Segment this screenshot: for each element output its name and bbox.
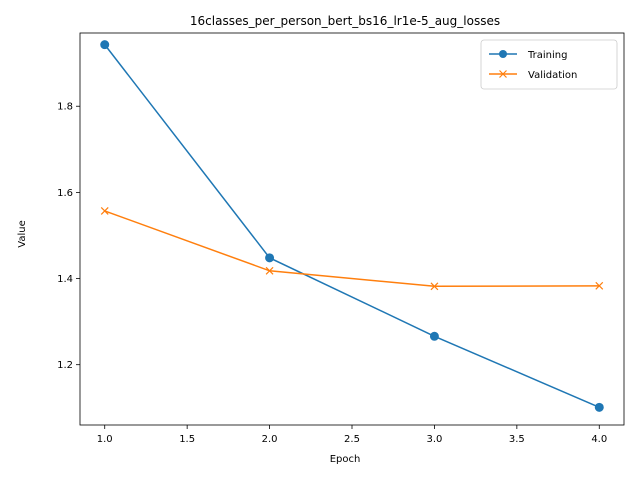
legend-label-validation: Validation: [528, 70, 577, 81]
x-tick-label: 3.0: [426, 434, 442, 445]
y-tick-label: 1.6: [57, 188, 73, 199]
x-tick-label: 1.0: [97, 434, 113, 445]
data-point-training: [429, 331, 439, 341]
y-axis-title: Value: [17, 220, 28, 247]
legend: Training Validation: [480, 39, 618, 90]
series-line-validation: [104, 210, 600, 288]
data-point-training: [265, 253, 275, 263]
x-tick-label: 1.5: [179, 434, 195, 445]
y-tick-label: 1.8: [57, 102, 73, 113]
legend-label-training: Training: [527, 50, 567, 61]
data-point-validation: [265, 266, 274, 275]
series-line-training: [104, 44, 600, 409]
x-tick-label: 2.5: [344, 434, 360, 445]
data-point-validation: [430, 282, 439, 291]
x-tick-label: 3.5: [509, 434, 525, 445]
data-point-validation: [100, 206, 109, 215]
x-axis-title: Epoch: [330, 454, 361, 465]
data-point-validation: [595, 281, 604, 290]
data-point-training: [594, 402, 604, 412]
legend-box: [480, 39, 618, 90]
x-tick-label: 2.0: [262, 434, 278, 445]
legend-marker-training: [499, 50, 507, 58]
data-point-training: [100, 40, 110, 50]
plot-area: 1.0 1.5 2.0 2.5 3.0 3.5 4.0 1.2 1.4 1.6 1.8: [57, 32, 625, 445]
chart-title: 16classes_per_person_bert_bs16_lr1e-5_au…: [190, 14, 500, 28]
y-tick-label: 1.2: [57, 360, 73, 371]
y-tick-label: 1.4: [57, 274, 73, 285]
legend-marker-validation: [499, 70, 507, 78]
x-tick-label: 4.0: [591, 434, 607, 445]
